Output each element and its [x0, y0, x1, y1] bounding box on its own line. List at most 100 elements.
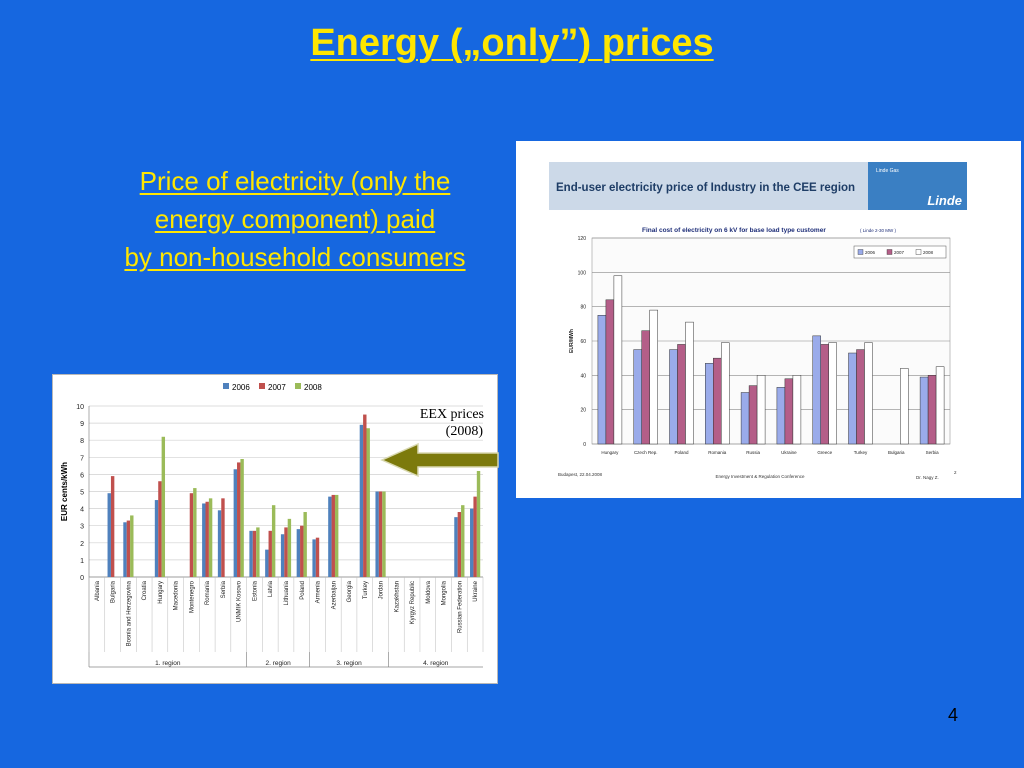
x-tick-label: Kyrgyz Republic — [410, 581, 416, 624]
y-tick-label: 5 — [80, 490, 84, 497]
y-tick-label: 0 — [80, 575, 84, 582]
y-axis-label: EUR cents/kWh — [60, 462, 69, 521]
x-tick-label: Serbia — [221, 580, 227, 598]
x-tick-label: Georgia — [347, 580, 353, 602]
x-tick-label: Hungary — [158, 581, 164, 604]
region-price-chart-svg: 2006 2007 2008 0 1 2 3 4 5 6 7 8 9 10 EUR cents/kWh Alb… — [60, 383, 484, 668]
bar-2006 — [597, 315, 607, 445]
page-number: 4 — [948, 705, 959, 725]
bar-2008 — [303, 512, 307, 577]
region-label: 1. region — [155, 660, 181, 667]
x-tick-label: Croatia — [142, 580, 148, 600]
bar-2006 — [217, 510, 222, 577]
y-tick-label: 4 — [80, 507, 84, 514]
bar-2008 — [828, 342, 837, 445]
x-tick-label: Lithuania — [284, 580, 290, 605]
y-tick-label: 20 — [580, 408, 586, 414]
bar-2007 — [315, 537, 320, 577]
eex-annotation: EEX prices (2008) — [420, 406, 484, 440]
legend-swatch-2008 — [295, 383, 301, 389]
bar-2007 — [641, 330, 650, 445]
bar-2006 — [249, 530, 253, 577]
bar-2007 — [284, 527, 288, 577]
legend-label-2007: 2007 — [268, 383, 286, 392]
y-tick-label: 60 — [580, 339, 586, 345]
x-tick-label: Ukraine — [473, 580, 479, 601]
legend-label-2008: 2008 — [923, 250, 934, 255]
bar-2008 — [864, 342, 873, 445]
subtitle-line-1: Price of electricity (only the — [139, 166, 451, 196]
x-tick-label: Azerbaijan — [331, 581, 337, 609]
bar-2006 — [312, 539, 316, 577]
legend-label-2008: 2008 — [304, 383, 322, 392]
x-tick-label: Romania — [708, 450, 727, 455]
legend-swatch-2008 — [915, 249, 922, 255]
bar-2006 — [669, 349, 678, 445]
bar-2008 — [935, 366, 945, 445]
bar-2008 — [334, 494, 339, 577]
bar-2007 — [268, 530, 272, 577]
bar-2006 — [812, 335, 821, 445]
subtitle-line-2: energy component) paid — [154, 204, 436, 234]
region-label: 3. region — [336, 660, 362, 667]
bar-2006 — [107, 493, 111, 577]
bar-2008 — [287, 518, 292, 577]
x-tick-label: Poland — [300, 581, 306, 600]
legend-box — [853, 245, 947, 259]
bar-2006 — [633, 349, 642, 445]
bar-2006 — [359, 424, 364, 577]
y-tick-label: 10 — [76, 404, 84, 411]
subtitle-line-3: by non-household consumers — [124, 242, 466, 272]
bar-2006 — [470, 508, 474, 577]
bar-2006 — [280, 534, 285, 577]
y-tick-label: 3 — [80, 524, 84, 531]
x-tick-label: Bosnia and Herzegovina — [126, 580, 132, 646]
y-tick-label: 9 — [80, 421, 84, 428]
x-tick-label: Montenegro — [189, 580, 195, 613]
x-tick-label: Turkey — [363, 581, 369, 599]
bar-2006 — [454, 517, 458, 577]
bar-2006 — [740, 392, 750, 445]
footer-center: Energy Investment & Regulation Conferenc… — [715, 474, 805, 479]
bar-2008 — [256, 527, 260, 577]
x-tick-label: Hungary — [601, 450, 619, 455]
slide-title: Energy („only”) prices — [310, 22, 714, 64]
legend-swatch-2007 — [886, 249, 893, 255]
cee-price-chart-svg: End-user electricity price of Industry i… — [549, 162, 967, 480]
bar-2006 — [202, 503, 206, 577]
x-tick-label: Bulgaria — [888, 450, 905, 455]
pointer-arrow-icon — [380, 442, 499, 478]
y-tick-label: 8 — [80, 438, 84, 445]
bar-2006 — [375, 491, 379, 577]
bar-2008 — [382, 491, 386, 577]
bar-2008 — [476, 470, 481, 577]
bar-2007 — [378, 491, 383, 577]
brand-block — [868, 162, 967, 210]
bar-2008 — [208, 498, 213, 577]
x-tick-label: Albania — [95, 580, 101, 601]
bar-2007 — [713, 357, 722, 445]
legend-swatch-2006 — [857, 249, 864, 255]
bar-2008 — [613, 275, 623, 445]
x-tick-label: Macedonia — [174, 580, 180, 610]
bar-2007 — [110, 476, 115, 577]
slide-subtitle: Price of electricity (only the energy co… — [60, 162, 530, 276]
x-tick-label: Poland — [674, 450, 689, 455]
bar-2006 — [776, 387, 786, 445]
bar-2008 — [685, 321, 694, 445]
bar-2007 — [237, 462, 241, 577]
bar-2007 — [252, 530, 257, 577]
x-tick-label: Moldova — [426, 580, 432, 603]
bar-2007 — [363, 414, 367, 577]
eex-year: (2008) — [445, 424, 483, 439]
cee-price-chart: End-user electricity price of Industry i… — [516, 141, 1021, 498]
bar-2007 — [457, 512, 462, 577]
eex-label: EEX prices — [419, 407, 484, 422]
bar-2008 — [240, 459, 244, 577]
bar-2007 — [927, 375, 937, 445]
bar-2007 — [126, 520, 131, 577]
x-tick-label: Romania — [205, 580, 211, 605]
bar-2007 — [473, 496, 477, 577]
bar-2007 — [820, 344, 829, 445]
x-tick-label: Kazakhstan — [394, 581, 400, 612]
